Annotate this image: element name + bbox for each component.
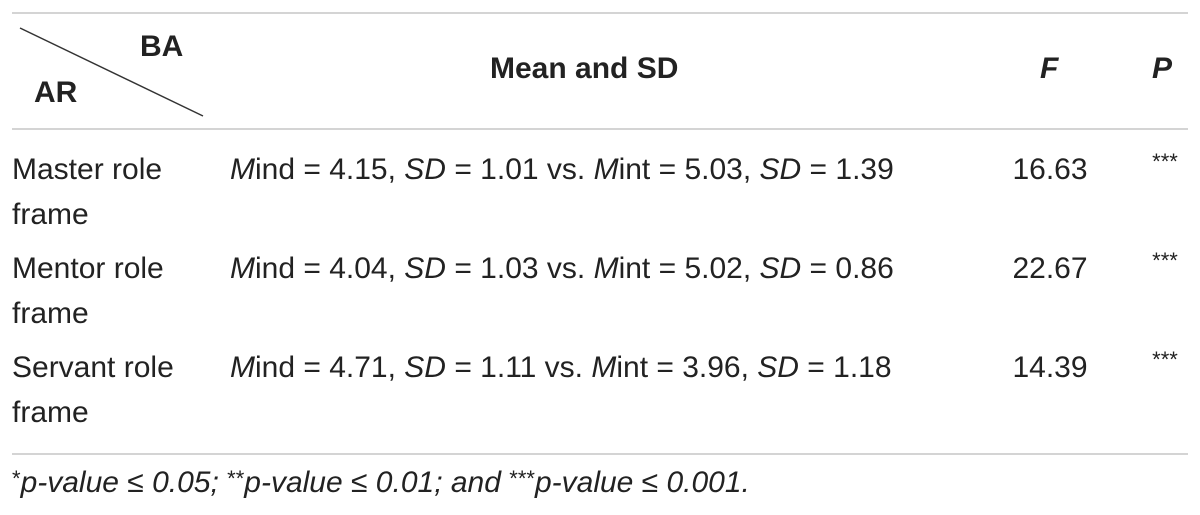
- footnote-segment: ***: [509, 466, 535, 491]
- row-header-label: AR: [34, 76, 78, 109]
- column-header: F: [1040, 52, 1059, 85]
- text-segment: ind = 4.15,: [255, 153, 405, 186]
- text-segment: int = 3.96,: [616, 351, 758, 384]
- footnote-segment: p-value ≤ 0.05;: [20, 466, 228, 499]
- f-value: 16.63: [1012, 153, 1088, 186]
- text-segment: ind = 4.71,: [255, 351, 405, 384]
- text-segment: M: [230, 351, 255, 384]
- text-segment: M: [591, 351, 617, 384]
- row-label: Master role frame: [12, 153, 163, 231]
- row-label: Servant role frame: [12, 351, 174, 429]
- text-segment: SD: [759, 153, 802, 186]
- top-rule: [12, 12, 1188, 14]
- p-value: ***: [1152, 248, 1178, 273]
- text-segment: SD: [404, 351, 446, 384]
- header-rule: [12, 128, 1188, 130]
- footnote-segment: *: [12, 466, 21, 491]
- text-segment: M: [230, 252, 255, 285]
- footnote: *p-value ≤ 0.05; **p-value ≤ 0.01; and *…: [12, 466, 750, 500]
- text-segment: = 0.86: [801, 252, 894, 285]
- column-header-label: BA: [140, 30, 184, 63]
- text-segment: M: [593, 153, 619, 186]
- f-value: 22.67: [1012, 252, 1088, 285]
- text-segment: SD: [759, 252, 802, 285]
- row-label: Mentor role frame: [12, 252, 164, 330]
- mean-sd: Mind = 4.04, SD = 1.03 vs. Mint = 5.02, …: [230, 246, 894, 291]
- column-header: Mean and SD: [490, 52, 679, 85]
- text-segment: = 1.03 vs.: [445, 252, 594, 285]
- text-segment: SD: [757, 351, 799, 384]
- text-segment: = 1.11 vs.: [445, 351, 592, 384]
- text-segment: ind = 4.04,: [255, 252, 405, 285]
- bottom-rule: [12, 453, 1188, 455]
- footnote-segment: **: [227, 466, 245, 491]
- p-value: ***: [1152, 347, 1178, 372]
- text-segment: int = 5.03,: [618, 153, 760, 186]
- text-segment: = 1.39: [801, 153, 894, 186]
- text-segment: int = 5.02,: [618, 252, 760, 285]
- footnote-segment: p-value ≤ 0.01; and: [244, 466, 510, 499]
- column-header: P: [1152, 52, 1173, 85]
- text-segment: = 1.18: [798, 351, 892, 384]
- text-segment: = 1.01 vs.: [445, 153, 594, 186]
- text-segment: M: [230, 153, 255, 186]
- footnote-segment: p-value ≤ 0.001.: [534, 466, 750, 499]
- f-value: 14.39: [1012, 351, 1088, 384]
- text-segment: M: [593, 252, 619, 285]
- text-segment: SD: [404, 252, 446, 285]
- mean-sd: Mind = 4.71, SD = 1.11 vs. Mint = 3.96, …: [230, 345, 892, 390]
- p-value: ***: [1152, 149, 1178, 174]
- diagonal-divider: [19, 27, 204, 117]
- text-segment: SD: [404, 153, 446, 186]
- mean-sd: Mind = 4.15, SD = 1.01 vs. Mint = 5.03, …: [230, 147, 894, 192]
